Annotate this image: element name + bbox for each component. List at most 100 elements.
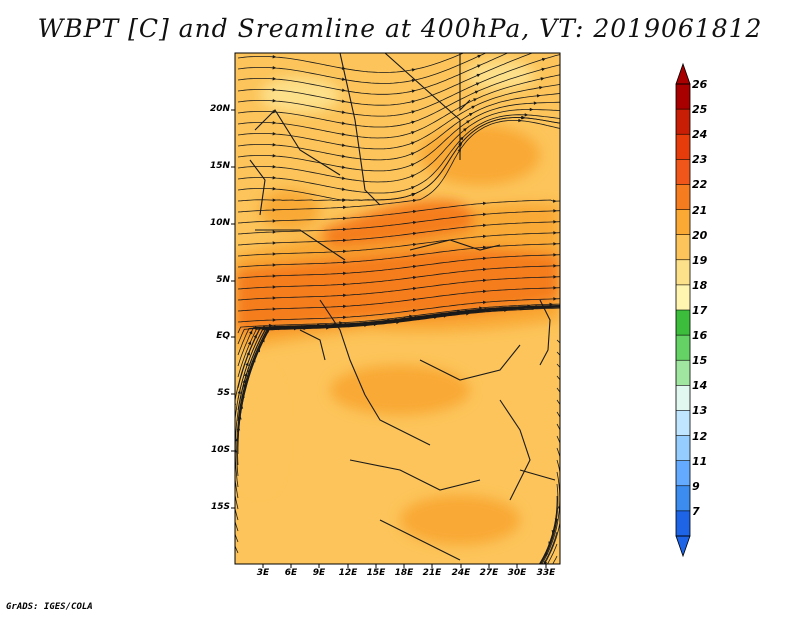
colorbar (675, 62, 691, 558)
streamline-arrow (387, 318, 391, 322)
streamline-arrow (272, 198, 277, 202)
lon-label: 3E (256, 568, 270, 578)
streamline-arrow (303, 326, 308, 331)
streamline (237, 199, 560, 224)
streamline (552, 555, 558, 564)
streamline (237, 243, 560, 268)
streamline-arrow (235, 448, 238, 453)
streamline-arrow (434, 315, 438, 319)
streamline-arrow (482, 300, 487, 305)
lat-label: 5N (216, 275, 230, 285)
streamline-arrow (533, 101, 538, 105)
streamline-arrow (539, 86, 543, 90)
wbpt-region (420, 125, 540, 185)
streamline-arrow (284, 326, 288, 330)
streamline-arrow (342, 282, 347, 287)
streamline (556, 339, 560, 344)
streamline-arrow (511, 306, 516, 310)
streamline-arrow (411, 131, 416, 135)
streamline-arrow (342, 260, 347, 265)
colorbar-label: 19 (692, 253, 708, 267)
streamline-arrow (272, 154, 277, 158)
streamline-arrow (342, 198, 347, 202)
streamline-arrow (247, 340, 252, 345)
streamline-arrow (341, 121, 346, 125)
streamline-arrow (541, 57, 546, 62)
streamline-arrow (410, 141, 415, 145)
streamline-arrow (412, 209, 417, 214)
country-border (349, 459, 481, 491)
map-title: WBPT [C] and Sreamline at 400hPa, VT: 20… (37, 14, 763, 43)
streamline-arrow (341, 154, 346, 158)
colorbar-segment (676, 335, 690, 361)
colorbar-frame (675, 83, 691, 537)
colorbar-label: 22 (692, 178, 708, 192)
streamline-arrow (543, 560, 548, 564)
streamline-arrow (371, 321, 376, 325)
streamline-arrow (244, 372, 248, 377)
streamline-arrow (342, 249, 347, 254)
streamline-arrow (293, 326, 298, 331)
colorbar-bottom-arrow (675, 535, 691, 558)
lat-label: 15N (209, 161, 230, 171)
streamline-arrow (272, 121, 277, 125)
streamline-arrow (342, 216, 347, 221)
streamline-arrow (272, 285, 277, 289)
streamline-arrow (411, 120, 416, 125)
streamline-arrow (482, 267, 487, 272)
country-border (339, 53, 381, 206)
streamline-arrow (521, 115, 526, 120)
streamline-arrow (411, 186, 416, 190)
streamline-arrow (390, 319, 394, 324)
streamline-arrow (256, 348, 261, 353)
colorbar-segment (676, 510, 690, 537)
streamline-arrow (272, 176, 277, 180)
streamline (235, 310, 472, 499)
streamline-arrow (542, 48, 546, 51)
streamline-arrow (341, 99, 346, 103)
streamline (235, 532, 239, 543)
wbpt-region (330, 365, 470, 415)
streamline-arrow (553, 275, 557, 279)
streamline-arrow (319, 324, 324, 329)
streamline-arrow (364, 323, 368, 328)
streamline-arrow (458, 141, 463, 146)
streamline (235, 544, 239, 554)
streamline-arrow (482, 256, 487, 261)
streamline (556, 351, 560, 356)
streamline-arrow (412, 231, 417, 236)
colorbar-label: 20 (692, 228, 708, 242)
streamline-arrow (553, 286, 557, 290)
lon-label: 15E (366, 568, 386, 578)
streamline-arrow (535, 304, 540, 309)
streamline (237, 120, 560, 213)
streamline-arrow (344, 322, 349, 327)
streamline-arrow (553, 264, 557, 268)
streamline-arrow (342, 271, 347, 276)
streamline-arrow (553, 231, 557, 235)
streamline-arrow (341, 143, 346, 147)
streamline (237, 53, 465, 73)
streamline-arrow (246, 351, 250, 356)
streamline-arrow (441, 312, 446, 317)
streamline-arrow (342, 238, 347, 243)
streamline-arrow (342, 304, 347, 309)
wbpt-region (400, 495, 520, 545)
streamline-arrow (482, 201, 487, 206)
lon-label: 30E (507, 568, 527, 578)
streamline-arrow (272, 143, 277, 147)
streamline (543, 459, 560, 564)
streamline-arrow (272, 66, 277, 70)
streamline-arrow (341, 132, 346, 136)
streamline-arrow (553, 242, 557, 246)
streamline-arrow (529, 107, 534, 112)
country-border (419, 344, 521, 381)
streamline-arrow (418, 316, 423, 321)
streamline (556, 375, 560, 381)
streamline-arrow (412, 297, 417, 302)
streamline (237, 53, 509, 95)
country-border (409, 239, 501, 251)
colorbar-label: 24 (692, 128, 708, 142)
wbpt-region (465, 60, 535, 90)
streamline (237, 53, 487, 84)
